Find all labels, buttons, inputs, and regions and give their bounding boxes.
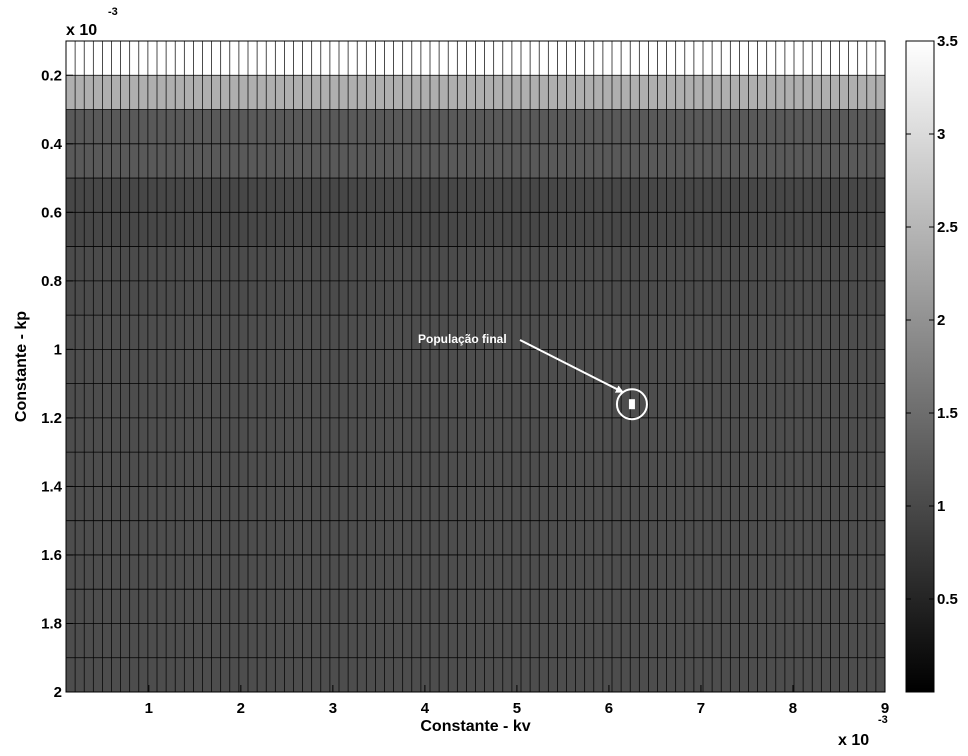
plot-frame (65, 40, 886, 693)
y-tick-label: 1.8 (41, 615, 62, 632)
final-population-point (628, 399, 635, 410)
y-axis-label: Constante - kp (13, 311, 30, 422)
colorbar-tick-label: 0.5 (937, 591, 958, 608)
y-tick-label: 1 (54, 341, 62, 358)
x-tick-label: 8 (789, 700, 797, 717)
annotation-label: População final (418, 332, 507, 346)
y-axis: 0.2 0.4 0.6 0.8 1 1.2 1.4 1.6 1.8 2 (41, 67, 73, 701)
x-axis-label: Constante - kv (420, 718, 530, 735)
annotation-arrow (519, 339, 624, 394)
colorbar-tick-label: 3.5 (937, 33, 958, 50)
annotation: População final (418, 332, 648, 421)
colorbar-tick-label: 2.5 (937, 219, 958, 236)
y-tick-label: 1.2 (41, 410, 62, 427)
x-tick-label: 5 (513, 700, 521, 717)
y-tick-label: 0.6 (41, 204, 62, 221)
x-tick-label: 6 (605, 700, 613, 717)
x-tick-label: 4 (421, 700, 430, 717)
grid-lines (66, 41, 885, 692)
colorbar: 0.5 1 1.5 2 2.5 3 3.5 (905, 33, 958, 693)
x-tick-label: 7 (697, 700, 705, 717)
x-tick-label: 2 (237, 700, 245, 717)
colorbar-tick-label: 3 (937, 126, 945, 143)
x-tick-label: 1 (145, 700, 153, 717)
colorbar-tick-label: 1 (937, 498, 945, 515)
colorbar-tick-label: 2 (937, 312, 945, 329)
x-axis-multiplier: x 10 (838, 732, 869, 749)
y-tick-label: 0.2 (41, 67, 62, 84)
y-tick-label: 0.4 (41, 136, 63, 153)
x-axis-multiplier-exponent: -3 (878, 714, 888, 726)
x-tick-label: 3 (329, 700, 337, 717)
y-axis-multiplier: x 10 (66, 22, 97, 39)
y-tick-label: 1.4 (41, 478, 63, 495)
y-tick-label: 2 (54, 684, 62, 701)
colorbar-gradient (905, 40, 935, 693)
x-axis: 1 2 3 4 5 6 7 8 9 (145, 685, 889, 717)
y-tick-label: 0.8 (41, 273, 62, 290)
x-tick-label: 9 (881, 700, 889, 717)
y-tick-label: 1.6 (41, 547, 62, 564)
y-axis-multiplier-exponent: -3 (108, 6, 118, 18)
colorbar-tick-label: 1.5 (937, 405, 958, 422)
final-population-marker (615, 388, 648, 421)
